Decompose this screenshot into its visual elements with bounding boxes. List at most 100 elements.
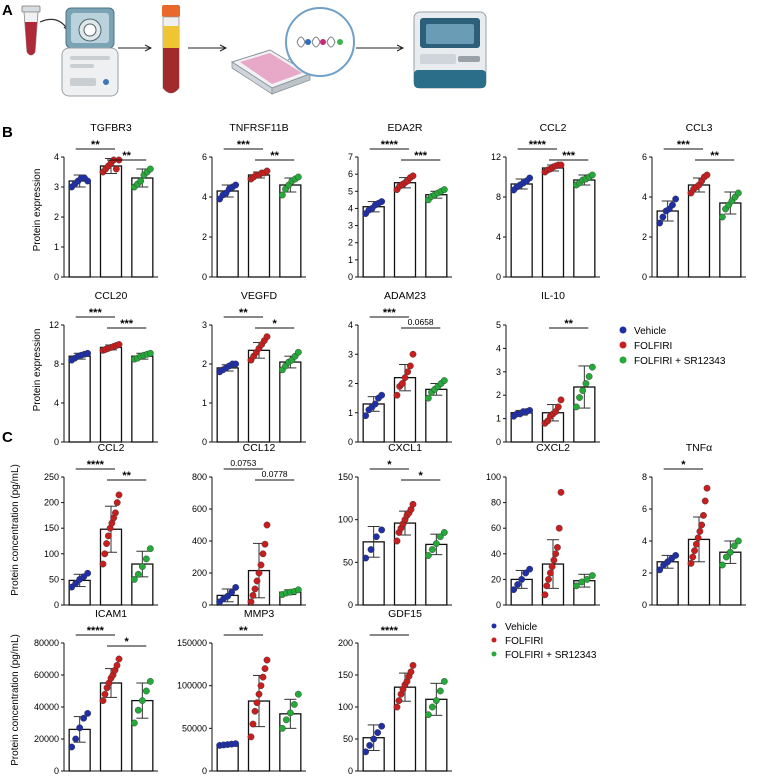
data-point-1	[247, 733, 255, 741]
data-point-2	[440, 377, 448, 384]
bar-2	[131, 177, 154, 278]
data-point-1	[249, 720, 257, 728]
data-point-1	[113, 499, 121, 506]
panel-letter-b: B	[2, 124, 13, 141]
y-tick-label: 8	[642, 472, 647, 482]
data-point-2	[142, 687, 150, 695]
data-point-1	[550, 556, 558, 564]
bar-0	[510, 183, 533, 278]
y-tick-label: 100000	[177, 681, 207, 691]
data-point-0	[374, 729, 382, 736]
y-tick-label: 5	[348, 186, 353, 196]
data-point-0	[526, 407, 534, 414]
chart-12: CXCL2 0 20 40 60 80 100	[486, 442, 600, 610]
data-point-1	[406, 362, 414, 370]
significance-label: ***	[237, 139, 251, 151]
data-point-2	[734, 189, 742, 197]
bar-2	[573, 179, 596, 278]
y-tick-label: 4	[496, 343, 501, 353]
proximity-assay-icon	[285, 7, 355, 77]
chart-8: IL-10 0 1 2 3 4 5 **	[496, 290, 600, 447]
bar-1	[687, 184, 711, 278]
chart-title: TNFRSF11B	[229, 122, 288, 134]
data-point-1	[696, 528, 704, 535]
y-tick-label: 8	[54, 359, 59, 369]
data-point-2	[436, 533, 444, 541]
data-point-1	[701, 497, 709, 505]
data-point-1	[257, 561, 265, 569]
y-tick-label: 8	[496, 192, 501, 202]
data-point-2	[134, 570, 142, 578]
chart-title: TGFBR3	[90, 122, 132, 134]
y-tick-label: 3	[348, 221, 353, 231]
data-point-1	[703, 171, 711, 179]
data-point-1	[112, 509, 119, 517]
y-tick-label: 0	[348, 600, 353, 610]
significance-label: **	[239, 625, 248, 637]
y-tick-label: 6	[202, 152, 207, 162]
data-point-1	[401, 374, 409, 382]
significance-label: ***	[562, 150, 576, 162]
significance-label: ****	[87, 625, 105, 637]
y-tick-label: 4	[642, 192, 647, 202]
significance-label: **	[122, 150, 131, 162]
data-point-2	[146, 165, 154, 173]
data-point-1	[543, 582, 551, 590]
y-tick-label: 0	[348, 272, 353, 282]
y-tick-label: 0	[202, 766, 207, 776]
data-point-1	[261, 665, 269, 672]
y-tick-label: 0	[202, 600, 207, 610]
y-tick-label: 5	[496, 320, 501, 330]
data-point-1	[548, 563, 556, 570]
chart-title: ADAM23	[384, 290, 426, 302]
data-point-0	[84, 569, 92, 577]
y-tick-label: 4	[642, 536, 647, 546]
y-tick-label: 3	[496, 367, 501, 377]
data-point-2	[585, 373, 593, 380]
data-point-0	[659, 213, 667, 221]
y-tick-label: 0	[496, 600, 501, 610]
y-tick-label: 1	[496, 414, 501, 424]
data-point-1	[257, 682, 265, 690]
data-point-2	[583, 576, 591, 583]
y-tick-label: 1	[348, 255, 353, 265]
data-point-0	[228, 588, 236, 596]
legend-c-sr: FOLFIRI + SR12343	[505, 650, 597, 661]
chart-0: TGFBR3 0 1 2 3 4 ** **	[54, 122, 158, 282]
y-tick-label: 200	[338, 638, 353, 648]
data-point-2	[146, 678, 154, 685]
data-point-1	[393, 537, 401, 545]
data-point-2	[428, 546, 436, 553]
data-point-0	[84, 177, 92, 185]
data-point-2	[436, 687, 444, 695]
bar-0	[216, 367, 239, 443]
plasma-tube-icon	[162, 5, 180, 94]
y-tick-label: 0	[348, 437, 353, 447]
data-point-2	[130, 576, 138, 583]
y-tick-label: 1	[202, 398, 207, 408]
blood-tube-icon	[21, 5, 41, 56]
data-point-1	[255, 569, 263, 577]
significance-label: **	[564, 318, 573, 330]
y-tick-label: 4	[348, 320, 353, 330]
significance-label: 0.0658	[408, 317, 434, 327]
data-point-0	[378, 198, 386, 205]
data-point-0	[372, 533, 380, 541]
chart-title: ICAM1	[95, 608, 127, 620]
y-tick-label: 150	[338, 472, 353, 482]
chart-title: TNFα	[686, 442, 712, 454]
y-tick-label: 0	[54, 766, 59, 776]
legend-b-vehicle: Vehicle	[634, 326, 667, 337]
data-point-1	[393, 703, 401, 711]
y-tick-label: 20	[491, 574, 501, 584]
data-point-2	[718, 213, 726, 221]
significance-label: *	[125, 636, 130, 648]
data-point-0	[84, 349, 92, 357]
data-point-0	[232, 584, 240, 591]
data-point-0	[378, 391, 386, 399]
data-point-1	[263, 521, 271, 529]
y-tick-label: 6	[642, 504, 647, 514]
significance-label: 0.0753	[230, 458, 256, 468]
